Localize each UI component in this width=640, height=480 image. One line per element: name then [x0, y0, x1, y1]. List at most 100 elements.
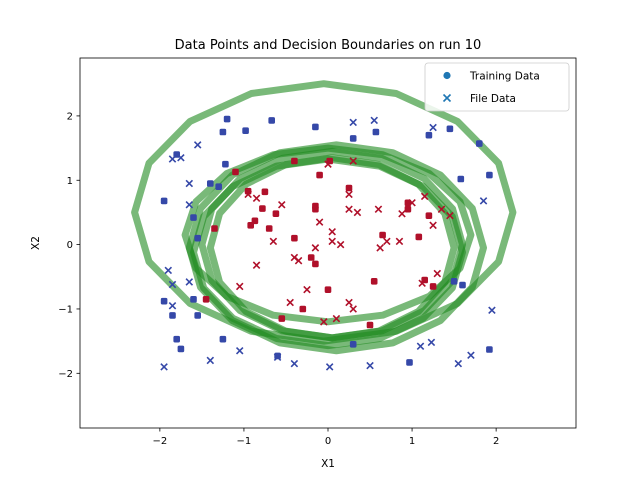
file-point: [311, 244, 320, 252]
x-axis: −2 −1 0 1 2: [152, 428, 499, 447]
file-point: [420, 192, 429, 201]
file-point: [395, 237, 404, 246]
file-point: [479, 197, 488, 205]
decision-boundary: [206, 154, 458, 342]
file-point: [345, 190, 353, 199]
training-point: [232, 168, 239, 176]
file-point: [398, 209, 406, 218]
x-tick-label: 1: [409, 436, 415, 447]
training-point: [223, 115, 231, 123]
file-point: [370, 116, 379, 125]
file-point: [290, 359, 299, 368]
legend-file-label: File Data: [470, 93, 516, 105]
file-point: [193, 141, 202, 149]
training-point: [219, 128, 227, 136]
training-point: [486, 171, 493, 179]
training-point: [326, 157, 333, 165]
training-point: [415, 233, 423, 241]
training-point: [190, 296, 197, 303]
training-point: [219, 335, 227, 343]
training-point: [169, 312, 176, 319]
training-point: [312, 205, 319, 213]
file-point: [185, 200, 194, 209]
training-point: [372, 128, 380, 136]
training-point: [194, 312, 201, 319]
training-point: [190, 214, 197, 221]
y-tick-label: −1: [58, 304, 73, 315]
file-point: [374, 205, 383, 213]
training-point: [345, 184, 353, 192]
training-point: [173, 335, 180, 343]
file-point: [429, 123, 437, 132]
training-point: [425, 131, 433, 139]
file-point: [488, 306, 496, 315]
training-point: [222, 160, 229, 168]
file-point: [160, 363, 168, 371]
file-point: [315, 218, 324, 226]
file-point: [467, 351, 475, 360]
training-point: [261, 188, 269, 196]
file-point: [345, 205, 353, 213]
training-point: [457, 175, 465, 183]
file-point: [427, 338, 436, 347]
file-point: [366, 361, 374, 370]
file-point: [328, 227, 336, 236]
decision-boundary: [181, 144, 475, 326]
training-point: [251, 217, 259, 225]
training-point: [299, 305, 307, 313]
file-point: [416, 342, 425, 351]
file-point: [168, 301, 177, 310]
training-point: [366, 321, 374, 329]
x-tick-label: −1: [237, 436, 252, 447]
training-point: [450, 278, 458, 285]
file-point: [294, 256, 303, 265]
file-point: [325, 363, 334, 371]
file-point: [418, 279, 426, 287]
training-point: [379, 231, 386, 239]
training-point: [160, 297, 168, 305]
training-point: [425, 212, 433, 219]
file-point: [446, 211, 454, 220]
file-point: [235, 282, 244, 291]
file-point: [324, 160, 332, 168]
file-point: [328, 237, 336, 246]
file-point: [286, 298, 294, 307]
x-axis-label: X1: [321, 458, 335, 470]
training-point: [194, 234, 201, 242]
file-point: [320, 318, 328, 326]
y-axis: −2 −1 0 1 2: [58, 111, 80, 380]
file-point: [383, 237, 391, 246]
file-point: [349, 305, 357, 313]
training-point: [429, 283, 437, 290]
legend-frame: [424, 62, 570, 112]
training-point: [446, 125, 454, 133]
training-point: [459, 281, 466, 289]
file-point: [349, 157, 357, 165]
file-point: [164, 266, 173, 275]
training-point: [370, 278, 378, 285]
chart-title: Data Points and Decision Boundaries on r…: [175, 38, 482, 53]
training-point: [242, 127, 249, 134]
x-tick-label: 2: [493, 436, 499, 447]
y-tick-label: 1: [67, 176, 73, 187]
file-point: [206, 356, 215, 365]
training-point: [312, 260, 319, 268]
file-point: [345, 298, 353, 307]
legend-training-label: Training Data: [469, 71, 540, 83]
file-point: [273, 353, 282, 361]
training-point: [211, 225, 218, 232]
file-point: [433, 269, 442, 278]
file-point: [336, 240, 345, 249]
training-point: [307, 254, 315, 261]
file-point: [353, 208, 362, 217]
training-point: [316, 171, 323, 179]
file-point: [235, 347, 244, 355]
y-tick-label: 2: [67, 111, 73, 122]
training-point: [160, 197, 168, 205]
training-point: [202, 296, 210, 303]
file-point: [376, 244, 384, 252]
file-point: [252, 194, 261, 203]
training-point: [406, 359, 413, 366]
plot-area: [131, 80, 517, 371]
training-point: [291, 157, 298, 165]
